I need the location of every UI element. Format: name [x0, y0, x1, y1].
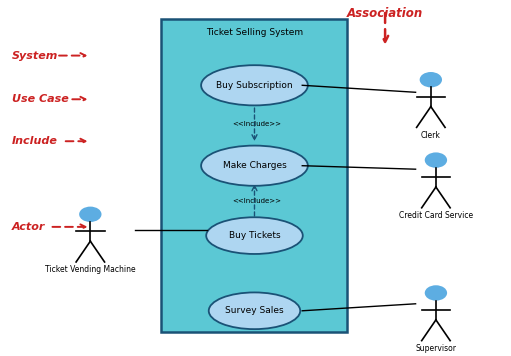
Text: Survey Sales: Survey Sales	[225, 306, 284, 315]
Circle shape	[79, 206, 102, 222]
Text: Buy Subscription: Buy Subscription	[216, 81, 293, 90]
Text: System: System	[12, 51, 58, 61]
Circle shape	[425, 152, 447, 168]
Text: Make Charges: Make Charges	[223, 161, 286, 170]
Text: <<Include>>: <<Include>>	[233, 121, 282, 127]
Text: Supervisor: Supervisor	[415, 344, 456, 353]
Text: Actor: Actor	[12, 222, 45, 232]
Ellipse shape	[209, 292, 300, 329]
Circle shape	[420, 72, 442, 87]
Text: Clerk: Clerk	[421, 131, 441, 140]
Text: <<Include>>: <<Include>>	[233, 198, 282, 204]
Text: Include: Include	[12, 136, 57, 146]
Circle shape	[425, 285, 447, 301]
Text: Credit Card Service: Credit Card Service	[399, 211, 473, 220]
Ellipse shape	[201, 146, 308, 186]
Text: Ticket Selling System: Ticket Selling System	[205, 28, 303, 37]
Text: Ticket Vending Machine: Ticket Vending Machine	[45, 266, 135, 274]
Text: Association: Association	[347, 7, 423, 20]
Ellipse shape	[206, 217, 303, 254]
Text: Buy Tickets: Buy Tickets	[228, 231, 281, 240]
Ellipse shape	[201, 65, 308, 105]
Text: Use Case: Use Case	[12, 94, 68, 104]
FancyBboxPatch shape	[161, 19, 347, 332]
